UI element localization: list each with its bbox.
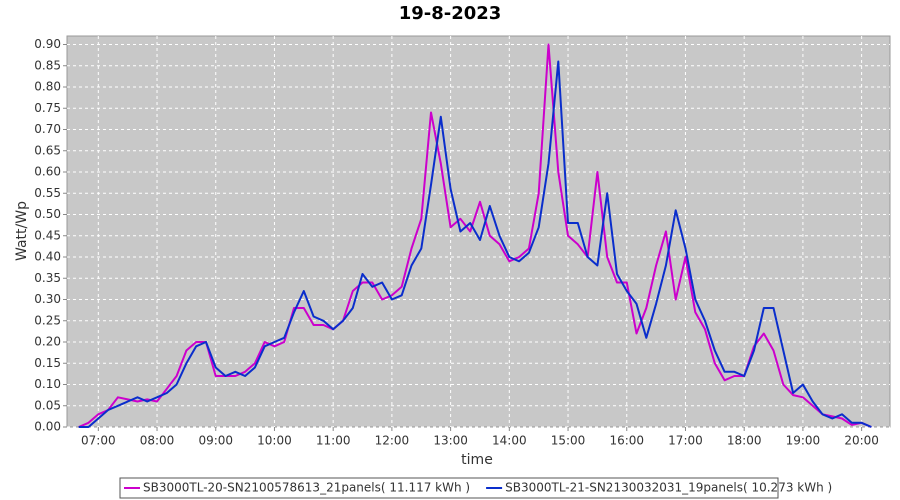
x-tick-label: 17:00 xyxy=(668,434,703,448)
x-tick-label: 07:00 xyxy=(81,434,116,448)
x-tick-label: 10:00 xyxy=(257,434,292,448)
y-tick-label: 0.35 xyxy=(34,271,61,285)
x-axis-label: time xyxy=(461,452,493,468)
x-tick-label: 12:00 xyxy=(375,434,410,448)
series-line xyxy=(78,60,872,428)
x-tick-label: 16:00 xyxy=(609,434,644,448)
chart-title: 19-8-2023 xyxy=(399,3,502,24)
legend-label: SB3000TL-20-SN2100578613_21panels( 11.11… xyxy=(143,481,470,495)
y-tick-label: 0.80 xyxy=(34,80,61,94)
y-tick-label: 0.05 xyxy=(34,398,61,412)
y-tick-label: 0.20 xyxy=(34,335,61,349)
y-tick-label: 0.60 xyxy=(34,165,61,179)
x-tick-label: 18:00 xyxy=(727,434,762,448)
y-tick-label: 0.55 xyxy=(34,186,61,200)
y-tick-label: 0.00 xyxy=(34,420,61,434)
y-tick-label: 0.30 xyxy=(34,292,61,306)
plot-area xyxy=(66,35,891,428)
y-tick-label: 0.50 xyxy=(34,207,61,221)
y-tick-label: 0.90 xyxy=(34,37,61,51)
x-tick-label: 14:00 xyxy=(492,434,527,448)
y-tick-label: 0.75 xyxy=(34,101,61,115)
x-tick-label: 19:00 xyxy=(786,434,821,448)
x-tick-label: 08:00 xyxy=(140,434,175,448)
x-tick-label: 09:00 xyxy=(198,434,233,448)
y-tick-label: 0.65 xyxy=(34,143,61,157)
legend xyxy=(119,477,779,499)
y-tick-label: 0.70 xyxy=(34,122,61,136)
y-tick-label: 0.85 xyxy=(34,58,61,72)
x-tick-label: 13:00 xyxy=(433,434,468,448)
y-tick-label: 0.15 xyxy=(34,356,61,370)
y-tick-label: 0.40 xyxy=(34,250,61,264)
y-axis-label: Watt/Wp xyxy=(14,201,30,261)
y-tick-label: 0.25 xyxy=(34,313,61,327)
x-tick-label: 15:00 xyxy=(551,434,586,448)
series-line xyxy=(78,43,872,428)
y-tick-label: 0.45 xyxy=(34,228,61,242)
x-tick-label: 20:00 xyxy=(844,434,879,448)
legend-label: SB3000TL-21-SN2130032031_19panels( 10.27… xyxy=(505,481,832,495)
y-tick-label: 0.10 xyxy=(34,377,61,391)
x-tick-label: 11:00 xyxy=(316,434,351,448)
